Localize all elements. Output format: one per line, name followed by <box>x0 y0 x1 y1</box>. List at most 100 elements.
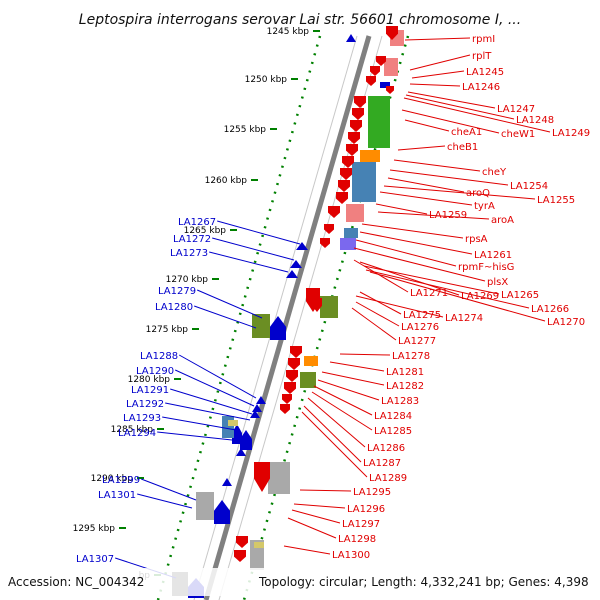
gene-label-reverse: LA1294 <box>118 428 156 439</box>
reverse-gene-arrow <box>346 34 356 42</box>
gene-label-forward: LA1283 <box>381 396 419 407</box>
gene-label-forward: tyrA <box>474 201 495 212</box>
reverse-gene-arrow <box>256 396 266 404</box>
gene-label-forward: LA1281 <box>386 367 424 378</box>
gene-label-reverse: LA1307 <box>76 554 114 565</box>
gene-label-forward: LA1261 <box>474 250 512 261</box>
gene-label-forward: LA1246 <box>462 82 500 93</box>
gene-label-forward: LA1265 <box>501 290 539 301</box>
accession-text: Accession: NC_004342 <box>8 575 144 589</box>
map-title: Leptospira interrogans serovar Lai str. … <box>79 12 521 28</box>
kbp-label: 1270 kbp <box>166 275 209 285</box>
forward-gene-arrow <box>336 192 348 204</box>
kbp-label: 1275 kbp <box>146 325 189 335</box>
reverse-gene-arrow <box>270 316 286 340</box>
forward-gene-arrow <box>346 144 358 156</box>
gene-label-forward: cheA1 <box>451 127 482 138</box>
forward-gene-arrow <box>290 346 302 358</box>
forward-gene-arrow <box>288 358 300 370</box>
gene-label-forward: rpsA <box>465 234 488 245</box>
reverse-gene-arrow <box>236 448 246 456</box>
forward-gene-arrow <box>338 180 350 192</box>
forward-gene-arrow <box>340 168 352 180</box>
forward-gene-arrow <box>342 156 354 168</box>
gene-label-forward: rpmF~hisG <box>458 262 514 273</box>
gene-label-forward: LA1296 <box>347 504 385 515</box>
gene-label-forward: LA1298 <box>338 534 376 545</box>
gene-label-forward: LA1274 <box>445 313 483 324</box>
gene-label-reverse: LA1301 <box>98 490 136 501</box>
gene-label-reverse: LA1290 <box>136 366 174 377</box>
gene-label-reverse: LA1291 <box>131 385 169 396</box>
gene-label-forward: LA1266 <box>531 304 569 315</box>
gene-label-forward: cheW1 <box>501 129 535 140</box>
kbp-label: 1255 kbp <box>224 125 267 135</box>
gene-label-forward: LA1297 <box>342 519 380 530</box>
forward-gene-arrow <box>348 132 360 144</box>
gene-label-forward: aroA <box>491 215 514 226</box>
gene-label-forward: LA1300 <box>332 550 370 561</box>
forward-gene-arrow <box>284 382 296 394</box>
gene-label-reverse: LA1272 <box>173 234 211 245</box>
gene-label-forward: aroQ <box>466 188 490 199</box>
gene-label-forward: LA1276 <box>401 322 439 333</box>
gene-label-forward: LA1277 <box>398 336 436 347</box>
gene-label-forward: LA1271 <box>410 288 448 299</box>
gene-label-reverse: LA1293 <box>123 413 161 424</box>
reverse-gene-arrow <box>296 242 308 250</box>
gene-label-forward: cheB1 <box>447 142 478 153</box>
gene-label-forward: LA1278 <box>392 351 430 362</box>
gene-label-forward: LA1285 <box>374 426 412 437</box>
kbp-label: 1280 kbp <box>128 375 171 385</box>
kbp-scale: 1245 kbp 1250 kbp 1255 kbp 1260 kbp 1265 kbp… <box>73 27 320 581</box>
forward-gene-arrow <box>366 76 376 86</box>
kbp-label: 1285 kbp <box>111 425 154 435</box>
topology-text: Topology: circular; Length: 4,332,241 bp… <box>258 575 589 589</box>
gene-label-forward: LA1286 <box>367 443 405 454</box>
left-gene-labels: LA1267 LA1272 LA1273 LA1279 LA1280 LA1288 LA12… <box>76 217 301 579</box>
kbp-label: 1290 kbp <box>91 474 134 484</box>
reverse-gene-arrow <box>232 424 242 444</box>
gene-label-forward: LA1248 <box>516 115 554 126</box>
gene-label-forward: LA1275 <box>403 310 441 321</box>
gene-label-reverse: LA1292 <box>126 399 164 410</box>
forward-gene-arrow <box>236 536 248 548</box>
reverse-gene-arrow <box>214 500 230 524</box>
gene-label-forward: LA1245 <box>466 67 504 78</box>
gene-label-forward: LA1270 <box>547 317 585 328</box>
reverse-gene-arrow <box>290 260 302 268</box>
forward-gene-arrow <box>234 550 246 562</box>
forward-gene-arrow <box>320 238 330 248</box>
reverse-gene-arrow <box>222 478 232 486</box>
gene-label-forward: LA1255 <box>537 195 575 206</box>
forward-gene-arrow <box>376 56 386 66</box>
gene-label-forward: LA1249 <box>552 128 590 139</box>
kbp-label: 1250 kbp <box>245 75 288 85</box>
gene-arrows <box>188 26 398 598</box>
gene-label-forward: rplT <box>472 51 492 62</box>
gene-label-forward: LA1247 <box>497 104 535 115</box>
gene-label-forward: LA1287 <box>363 458 401 469</box>
forward-gene-arrow <box>350 120 362 132</box>
reverse-gene-arrow <box>252 404 262 412</box>
reverse-gene-arrow <box>250 410 260 418</box>
forward-gene-arrow <box>282 394 292 404</box>
reverse-gene-arrow <box>240 430 252 450</box>
forward-gene-arrow <box>354 96 366 108</box>
forward-gene-arrow <box>286 370 298 382</box>
forward-gene-arrow <box>324 224 334 234</box>
gene-label-forward: cheY <box>482 167 507 178</box>
gene-label-reverse: LA1273 <box>170 248 208 259</box>
kbp-label: 1265 kbp <box>184 226 227 236</box>
gene-label-forward: LA1259 <box>429 210 467 221</box>
tick-track-outer <box>156 35 322 600</box>
gene-label-forward: plsX <box>487 277 508 288</box>
gene-label-reverse: LA1288 <box>140 351 178 362</box>
forward-features <box>250 30 404 570</box>
forward-gene-arrow <box>386 26 398 40</box>
gene-label-reverse: LA1267 <box>178 217 216 228</box>
gene-label-forward: LA1295 <box>353 487 391 498</box>
kbp-label: 1295 kbp <box>73 524 116 534</box>
